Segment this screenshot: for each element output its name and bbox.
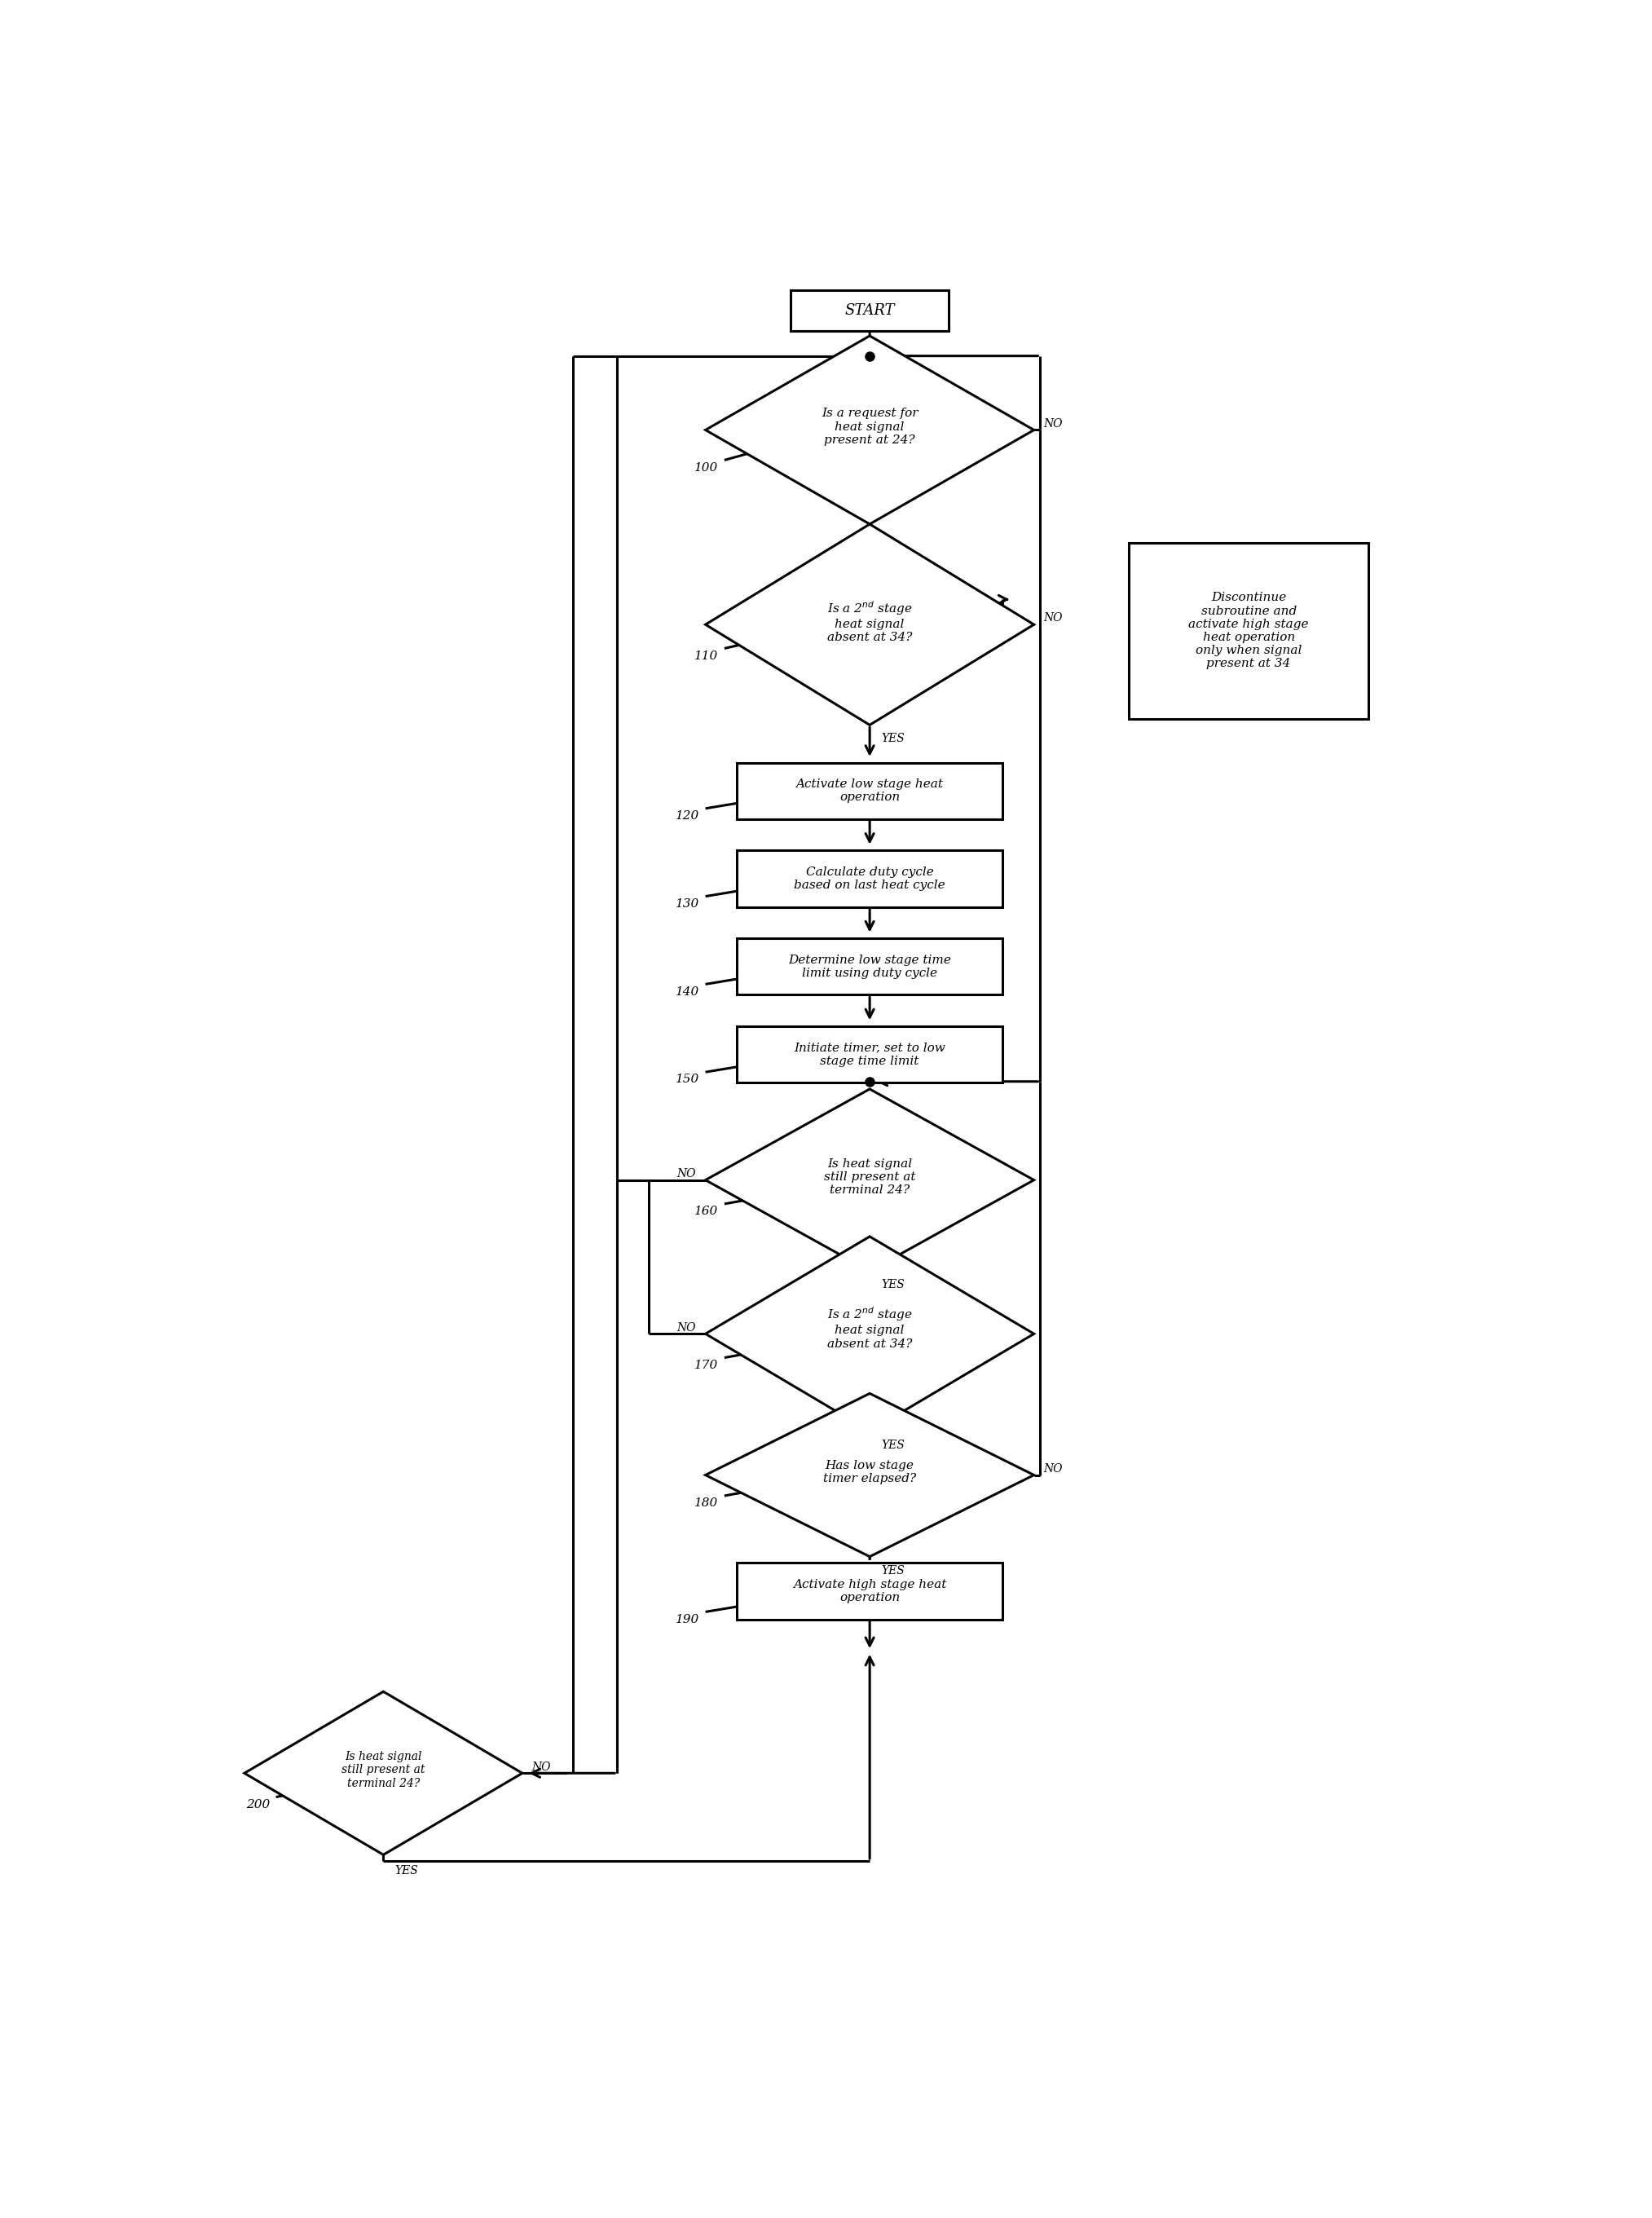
Polygon shape bbox=[705, 523, 1034, 725]
Polygon shape bbox=[705, 1235, 1034, 1431]
Text: 160: 160 bbox=[694, 1207, 719, 1218]
Text: Is heat signal
still present at
terminal 24?: Is heat signal still present at terminal… bbox=[824, 1158, 915, 1196]
Polygon shape bbox=[244, 1692, 522, 1854]
Text: YES: YES bbox=[881, 1439, 905, 1451]
Polygon shape bbox=[705, 335, 1034, 523]
Polygon shape bbox=[705, 1089, 1034, 1271]
Text: Calculate duty cycle
based on last heat cycle: Calculate duty cycle based on last heat … bbox=[795, 867, 945, 892]
Text: 100: 100 bbox=[694, 461, 719, 472]
Text: Has low stage
timer elapsed?: Has low stage timer elapsed? bbox=[823, 1459, 917, 1484]
Text: Is a 2$^{nd}$ stage
heat signal
absent at 34?: Is a 2$^{nd}$ stage heat signal absent a… bbox=[828, 599, 912, 643]
FancyBboxPatch shape bbox=[737, 938, 1003, 996]
Text: 200: 200 bbox=[246, 1799, 269, 1810]
Text: Activate high stage heat
operation: Activate high stage heat operation bbox=[793, 1579, 947, 1604]
Text: 190: 190 bbox=[676, 1615, 699, 1626]
Text: Is a 2$^{nd}$ stage
heat signal
absent at 34?: Is a 2$^{nd}$ stage heat signal absent a… bbox=[828, 1306, 912, 1349]
Text: Activate low stage heat
operation: Activate low stage heat operation bbox=[796, 779, 943, 803]
Text: Initiate timer, set to low
stage time limit: Initiate timer, set to low stage time li… bbox=[795, 1042, 945, 1067]
Text: NO: NO bbox=[677, 1322, 695, 1333]
Text: YES: YES bbox=[395, 1865, 418, 1876]
Text: Is a request for
heat signal
present at 24?: Is a request for heat signal present at … bbox=[821, 408, 919, 446]
Text: YES: YES bbox=[881, 1564, 905, 1577]
Text: START: START bbox=[844, 304, 895, 317]
Text: 180: 180 bbox=[694, 1497, 719, 1508]
Text: YES: YES bbox=[881, 734, 905, 745]
FancyBboxPatch shape bbox=[1128, 543, 1370, 719]
Text: Determine low stage time
limit using duty cycle: Determine low stage time limit using dut… bbox=[788, 954, 952, 978]
Text: NO: NO bbox=[677, 1169, 695, 1180]
FancyBboxPatch shape bbox=[737, 849, 1003, 907]
Text: 150: 150 bbox=[676, 1074, 699, 1085]
Text: Is heat signal
still present at
terminal 24?: Is heat signal still present at terminal… bbox=[342, 1752, 425, 1790]
FancyBboxPatch shape bbox=[791, 291, 948, 330]
Text: 110: 110 bbox=[694, 650, 719, 661]
Text: 120: 120 bbox=[676, 810, 699, 821]
Text: 170: 170 bbox=[694, 1360, 719, 1371]
Text: NO: NO bbox=[1044, 1464, 1062, 1475]
Text: 130: 130 bbox=[676, 898, 699, 909]
FancyBboxPatch shape bbox=[737, 1564, 1003, 1619]
FancyBboxPatch shape bbox=[737, 1027, 1003, 1082]
Text: Discontinue
subroutine and
activate high stage
heat operation
only when signal
p: Discontinue subroutine and activate high… bbox=[1188, 592, 1308, 670]
Text: NO: NO bbox=[1044, 612, 1062, 623]
Polygon shape bbox=[705, 1393, 1034, 1557]
Text: 140: 140 bbox=[676, 987, 699, 998]
FancyBboxPatch shape bbox=[737, 763, 1003, 818]
Text: YES: YES bbox=[881, 1280, 905, 1291]
Text: NO: NO bbox=[1044, 417, 1062, 430]
Text: NO: NO bbox=[532, 1761, 550, 1772]
